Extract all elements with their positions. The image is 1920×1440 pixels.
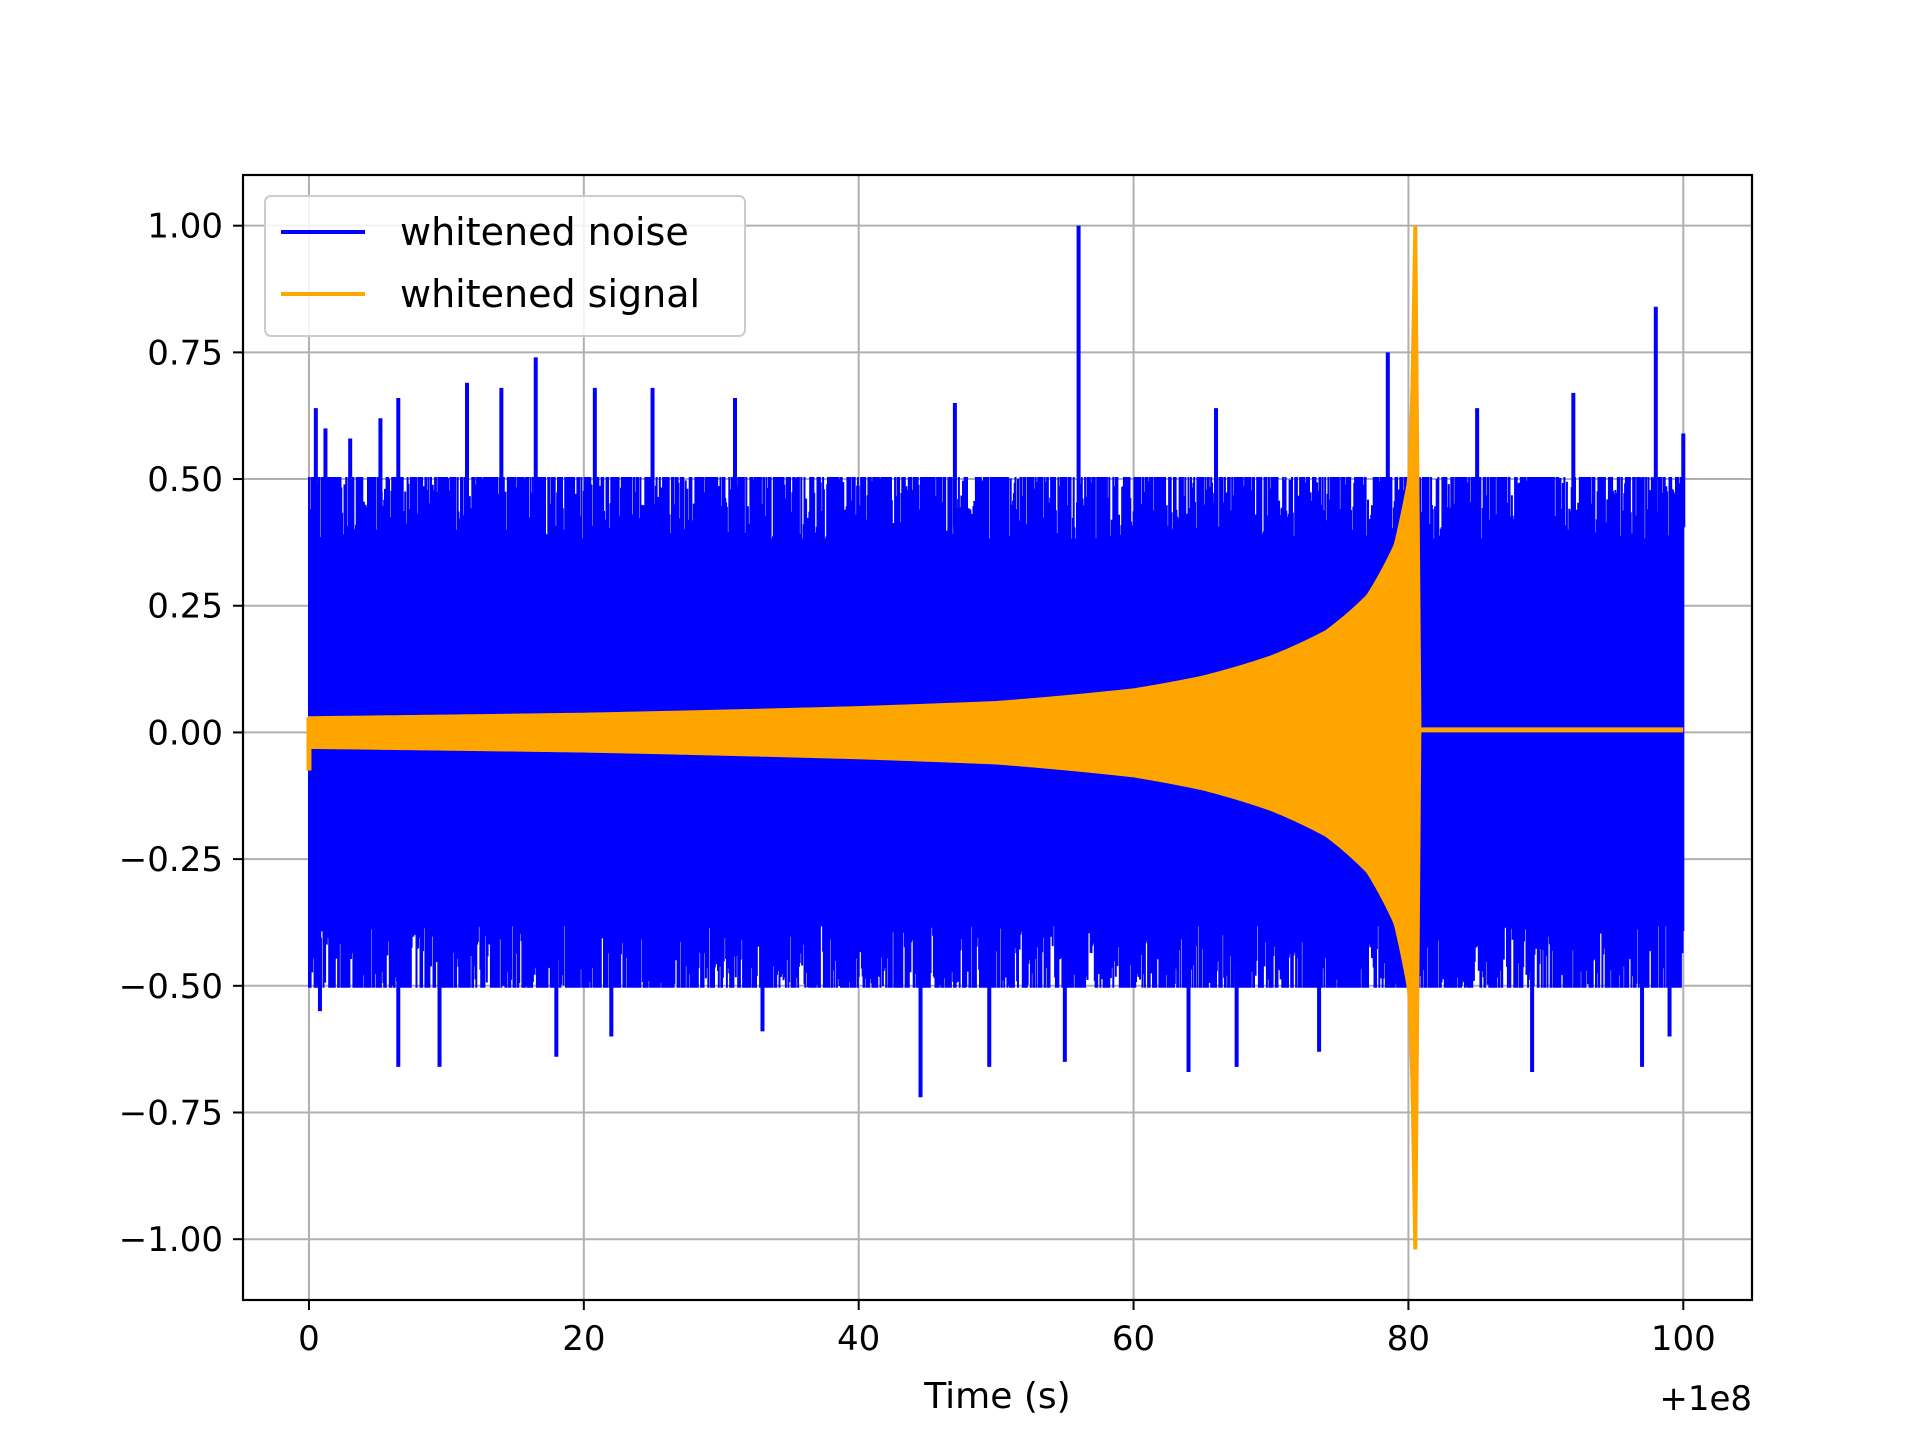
plot-frame: [241, 173, 1754, 1302]
y-tick-label: 0.25: [147, 587, 223, 627]
y-tick-label: −0.50: [119, 967, 223, 1007]
x-offset-label: +1e8: [1659, 1379, 1752, 1419]
y-tick-label: 0.75: [147, 333, 223, 373]
legend-label-signal: whitened signal: [400, 272, 700, 316]
legend-label-noise: whitened noise: [400, 210, 689, 254]
x-tick-label: 20: [562, 1319, 605, 1359]
noise-series: [308, 225, 1686, 1098]
y-tick-label: 0.00: [147, 713, 223, 753]
signal-envelope: [307, 225, 1417, 1250]
signal-merger-spike: [1408, 225, 1422, 1250]
y-tick-label: 1.00: [147, 207, 223, 247]
x-axis-label: Time (s): [923, 1376, 1070, 1417]
legend-box: [264, 195, 746, 337]
x-tick-label: 0: [298, 1319, 320, 1359]
legend: whitened noise whitened signal: [264, 195, 746, 337]
x-tick-label: 100: [1651, 1319, 1716, 1359]
x-tick-label: 80: [1387, 1319, 1430, 1359]
axis-ticks: 0 20 40 60 80 100 1.00 0.75 0.50 0.25 0.00 −0.25 −0.…: [119, 207, 1716, 1359]
y-tick-label: −1.00: [119, 1220, 223, 1260]
signal-series: [306, 225, 1684, 1250]
x-tick-label: 40: [837, 1319, 880, 1359]
y-tick-label: 0.50: [147, 460, 223, 500]
y-tick-label: −0.75: [119, 1094, 223, 1134]
y-tick-label: −0.25: [119, 840, 223, 880]
x-tick-label: 60: [1112, 1319, 1155, 1359]
